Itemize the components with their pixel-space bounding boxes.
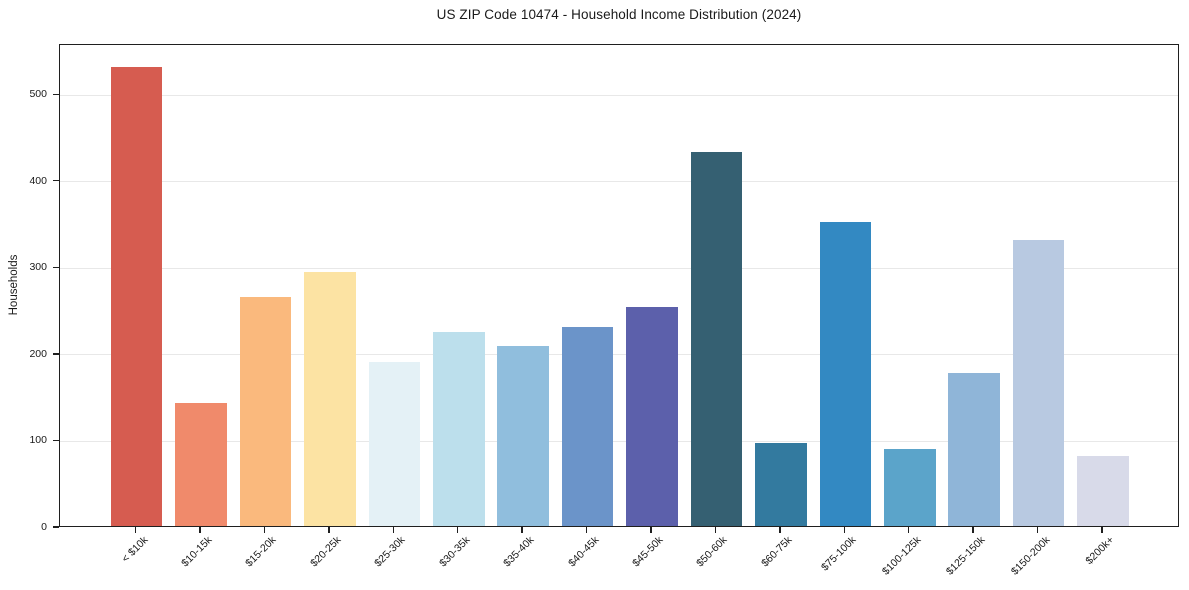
xtick-mark-8 xyxy=(585,527,588,533)
xtick-mark-16 xyxy=(1101,527,1103,533)
bar-5 xyxy=(368,361,421,526)
bar-3 xyxy=(239,296,292,526)
ytick-label-300: 300 xyxy=(29,261,47,274)
xtick-mark-2 xyxy=(199,527,201,533)
bar-16 xyxy=(1077,455,1129,526)
xtick-label-1: < $10k xyxy=(119,534,151,565)
xtick-mark-11 xyxy=(779,527,781,533)
ytick-label-200: 200 xyxy=(29,347,47,360)
bar-11 xyxy=(755,442,807,526)
ytick-label-400: 400 xyxy=(29,174,47,187)
ytick-mark-100 xyxy=(53,439,59,442)
bar-2 xyxy=(175,403,227,526)
bar-15 xyxy=(1012,240,1065,526)
ytick-mark-0 xyxy=(53,526,59,528)
ytick-mark-500 xyxy=(53,93,59,95)
bar-12 xyxy=(819,222,872,526)
bar-8 xyxy=(561,326,614,526)
chart-title: US ZIP Code 10474 - Household Income Dis… xyxy=(436,7,802,22)
bar-7 xyxy=(497,345,549,526)
bar-6 xyxy=(433,332,485,526)
gridline-y-500 xyxy=(60,94,1178,96)
bar-1 xyxy=(110,67,163,526)
xtick-mark-12 xyxy=(843,527,846,533)
xtick-mark-4 xyxy=(328,527,330,533)
gridline-y-100 xyxy=(60,440,1178,442)
xtick-mark-14 xyxy=(972,527,974,533)
bar-10 xyxy=(690,152,743,526)
gridline-y-300 xyxy=(60,267,1178,269)
xtick-mark-7 xyxy=(521,527,523,533)
ytick-label-500: 500 xyxy=(29,88,47,101)
ytick-mark-400 xyxy=(53,180,59,182)
bar-9 xyxy=(626,307,678,526)
xtick-mark-1 xyxy=(134,527,137,533)
ytick-mark-200 xyxy=(53,353,59,355)
xtick-mark-13 xyxy=(908,527,910,533)
plot-area xyxy=(59,44,1179,527)
xtick-mark-15 xyxy=(1036,527,1039,533)
gridline-y-200 xyxy=(60,354,1178,356)
ytick-mark-300 xyxy=(53,266,59,268)
xtick-mark-3 xyxy=(263,527,266,533)
gridline-y-400 xyxy=(60,181,1178,183)
bar-13 xyxy=(884,448,936,526)
bar-4 xyxy=(304,272,356,526)
xtick-mark-10 xyxy=(714,527,717,533)
xtick-mark-5 xyxy=(392,527,394,533)
xtick-mark-9 xyxy=(650,527,652,533)
ytick-label-0: 0 xyxy=(41,521,47,533)
ytick-label-100: 100 xyxy=(29,434,47,447)
xtick-mark-6 xyxy=(457,527,459,533)
bar-14 xyxy=(948,372,1000,526)
